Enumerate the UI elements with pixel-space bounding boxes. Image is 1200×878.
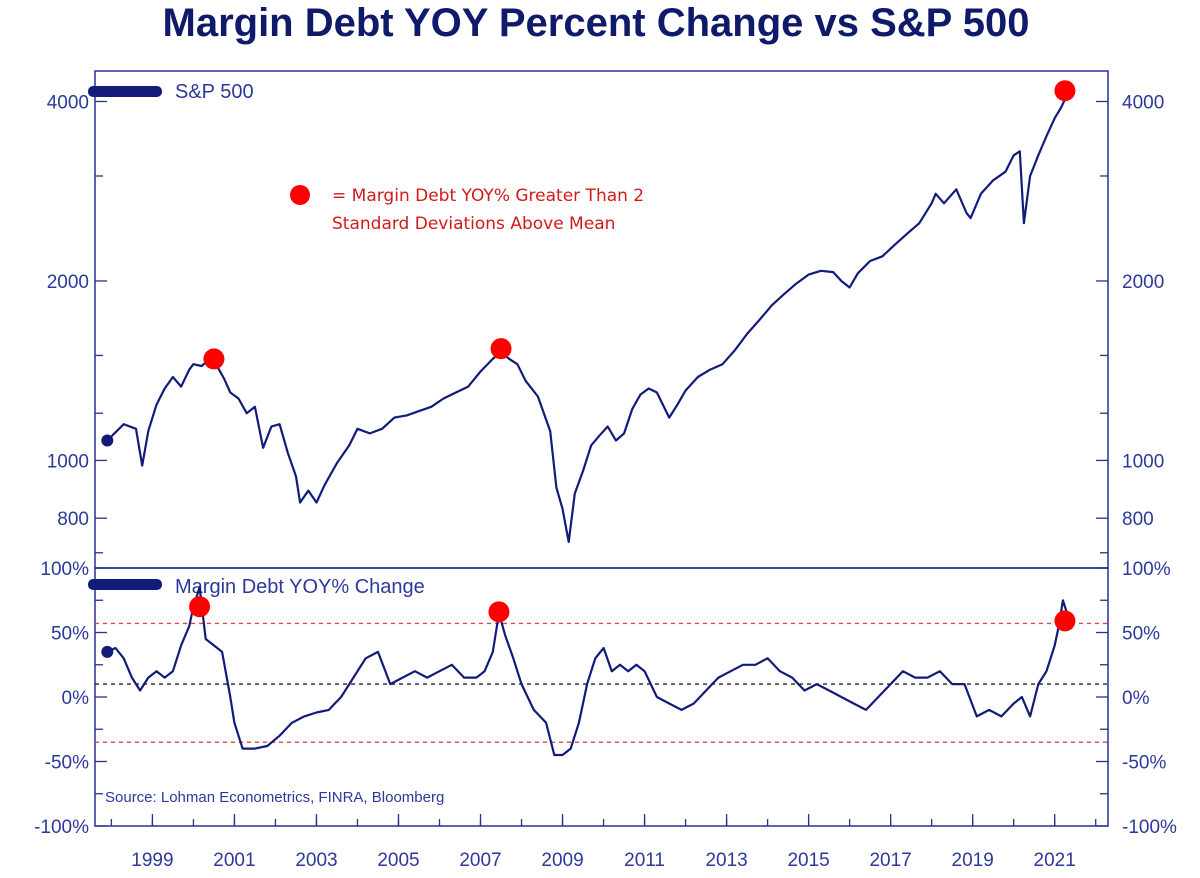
sp500-start-point [101,434,114,447]
margin-debt-left-tick-label: 50% [51,624,89,645]
x-tick-label: 2013 [705,850,747,871]
x-tick-label: 2009 [541,850,583,871]
sp500-right-tick-label: 1000 [1122,451,1164,472]
sp500-left-tick-label: 800 [57,509,89,530]
x-tick-label: 2005 [377,850,419,871]
margin-debt-series-line [106,586,1069,757]
x-tick-label: 2007 [459,850,501,871]
sp500-right-tick-label: 4000 [1122,92,1164,113]
margin-debt-left-tick-label: 100% [40,559,89,580]
x-tick-label: 2003 [295,850,337,871]
x-tick-label: 1999 [131,850,173,871]
x-tick-label: 2015 [787,850,829,871]
margin-debt-right-tick-label: -50% [1122,753,1166,774]
margin-debt-left-tick-label: 0% [62,688,90,709]
sp500-highlight-point [490,338,512,360]
margin-debt-legend-swatch [88,579,162,590]
x-tick-label: 2017 [869,850,911,871]
margin-debt-highlight-point [189,596,211,618]
x-axis: 1999 2001 2003 2005 2007 2009 2011 2013 2015 2017… [110,814,1097,871]
margin-debt-left-tick-label: -50% [45,753,89,774]
sp500-panel: 4000 4000 2000 2000 1000 1000 800 800 [47,80,1164,554]
x-tick-label: 2011 [624,850,665,871]
annotation-text-line1: = Margin Debt YOY% Greater Than 2 [332,186,644,206]
sp500-right-tick-label: 2000 [1122,272,1164,293]
sp500-series-line [106,94,1068,543]
margin-debt-start-point [101,645,114,658]
source-note: Source: Lohman Econometrics, FINRA, Bloo… [105,789,444,806]
sp500-highlight-point [203,348,225,370]
sp500-left-tick-label: 4000 [47,92,89,113]
annotation-marker [290,185,310,205]
margin-debt-right-tick-label: 50% [1122,624,1160,645]
sp500-legend-swatch [88,86,162,97]
margin-debt-highlight-point [488,601,510,623]
margin-debt-left-tick-label: -100% [34,817,89,838]
sp500-left-tick-label: 2000 [47,272,89,293]
margin-debt-right-tick-label: 100% [1122,559,1171,580]
sp500-right-tick-label: 800 [1122,509,1154,530]
x-tick-label: 2001 [213,850,255,871]
x-tick-label: 2019 [952,850,994,871]
chart-title: Margin Debt YOY Percent Change vs S&P 50… [163,1,1030,45]
margin-debt-legend-label: Margin Debt YOY% Change [175,576,425,598]
sp500-left-tick-label: 1000 [47,451,89,472]
margin-debt-panel: 100% 100% 50% 50% 0% 0% -50% -50% -100% -100% [34,559,1177,838]
sp500-highlight-point [1054,80,1076,102]
margin-debt-right-tick-label: 0% [1122,688,1150,709]
sp500-legend-label: S&P 500 [175,81,254,103]
annotation-text-line2: Standard Deviations Above Mean [332,214,615,234]
margin-debt-right-tick-label: -100% [1122,817,1177,838]
x-tick-label: 2021 [1034,850,1076,871]
margin-debt-highlight-point [1054,610,1076,632]
